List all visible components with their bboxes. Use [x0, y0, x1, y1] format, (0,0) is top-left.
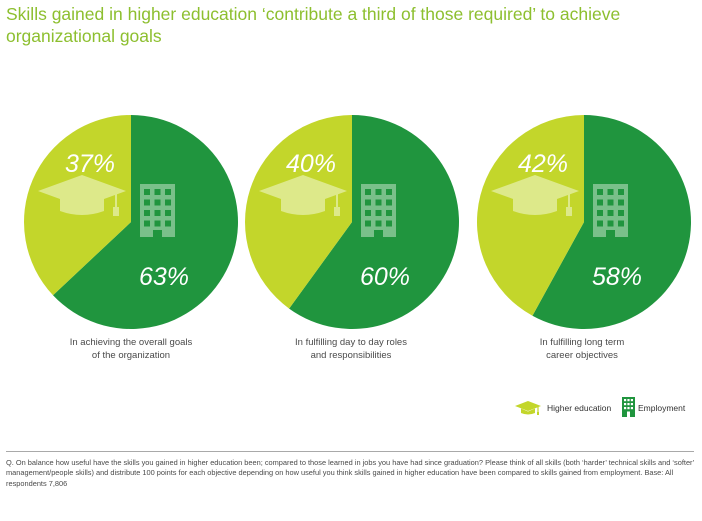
caption-line: In fulfilling day to day roles — [295, 337, 407, 348]
caption-line: In fulfilling long term — [539, 337, 625, 348]
pie-label-employment: 58% — [592, 263, 642, 291]
office-building-icon — [593, 184, 628, 237]
chart-title: Skills gained in higher education ‘contr… — [6, 4, 621, 46]
footnote-divider — [6, 451, 694, 452]
footnote: Q. On balance how useful have the skills… — [6, 458, 695, 488]
pie-caption-2: In fulfilling day to day roles and respo… — [261, 336, 441, 362]
graduation-cap-icon — [515, 401, 541, 415]
legend-label: Higher education — [547, 403, 612, 413]
pie-label-higher-education: 40% — [286, 150, 336, 178]
caption-line: of the organization — [91, 350, 171, 361]
pie-slice-higher-education — [476, 115, 584, 316]
pie-caption-1: In achieving the overall goals of the or… — [41, 336, 221, 362]
graduation-cap-icon — [259, 175, 347, 216]
pie-chart-3: 42% 58% — [476, 115, 691, 329]
caption-line: In achieving the overall goals — [69, 337, 193, 348]
graduation-cap-icon — [38, 175, 126, 216]
office-building-icon — [622, 397, 635, 417]
caption-line: and responsibilities — [310, 350, 392, 361]
office-building-icon — [361, 184, 396, 237]
pie-chart-2: 40% 60% — [244, 115, 459, 329]
pie-label-employment: 63% — [139, 263, 189, 291]
pie-charts: 37% 63% 40% 60% 42% 58% — [23, 115, 691, 329]
legend-label: Employment — [638, 403, 686, 413]
pie-label-higher-education: 37% — [65, 150, 115, 178]
pie-label-employment: 60% — [360, 263, 410, 291]
pie-caption-3: In fulfilling long term career objective… — [492, 336, 672, 362]
pie-label-higher-education: 42% — [518, 150, 568, 178]
graduation-cap-icon — [491, 175, 579, 216]
pie-chart-1: 37% 63% — [23, 115, 238, 329]
caption-line: career objectives — [546, 350, 618, 361]
office-building-icon — [140, 184, 175, 237]
